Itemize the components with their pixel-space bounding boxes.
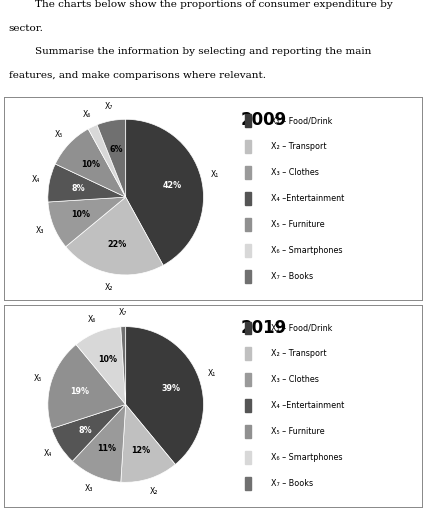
Text: X₃ – Clothes: X₃ – Clothes [270, 168, 318, 177]
Text: 12%: 12% [131, 446, 150, 455]
Wedge shape [48, 345, 126, 429]
Wedge shape [126, 119, 203, 265]
Bar [244, 477, 251, 490]
Text: X₄ –Entertainment: X₄ –Entertainment [270, 194, 344, 203]
Bar [244, 166, 251, 179]
Wedge shape [120, 404, 175, 482]
Text: X₃: X₃ [85, 484, 93, 493]
Text: X₄ –Entertainment: X₄ –Entertainment [270, 401, 344, 410]
Text: X₇ – Books: X₇ – Books [270, 479, 313, 488]
Bar [244, 192, 251, 205]
Text: X₇ – Books: X₇ – Books [270, 272, 313, 281]
Text: 8%: 8% [78, 426, 92, 435]
Text: X₃ – Clothes: X₃ – Clothes [270, 375, 318, 385]
Text: X₇: X₇ [104, 102, 112, 112]
Text: X₁ – Food/Drink: X₁ – Food/Drink [270, 324, 332, 332]
Wedge shape [48, 164, 126, 202]
Wedge shape [120, 327, 126, 404]
Text: X₆ – Smartphones: X₆ – Smartphones [270, 453, 342, 462]
Bar [244, 399, 251, 412]
Text: 10%: 10% [98, 355, 117, 364]
Bar [244, 425, 251, 438]
Text: X₂: X₂ [104, 283, 112, 292]
Text: 2009: 2009 [240, 112, 286, 130]
Text: 2019: 2019 [240, 319, 286, 337]
Bar [244, 244, 251, 257]
Wedge shape [88, 125, 126, 197]
Text: X₃: X₃ [36, 226, 44, 236]
Text: X₅: X₅ [55, 130, 63, 139]
Text: X₆: X₆ [87, 314, 96, 324]
Bar [244, 140, 251, 153]
Text: features, and make comparisons where relevant.: features, and make comparisons where rel… [9, 71, 265, 80]
Text: 22%: 22% [107, 240, 126, 249]
Text: X₂: X₂ [150, 487, 158, 496]
Text: X₇: X₇ [118, 308, 126, 317]
Wedge shape [76, 327, 126, 404]
Text: X₁ – Food/Drink: X₁ – Food/Drink [270, 116, 332, 125]
Text: 6%: 6% [110, 145, 123, 154]
Wedge shape [72, 404, 126, 482]
Bar [244, 452, 251, 464]
Text: X₂ – Transport: X₂ – Transport [270, 142, 326, 151]
Text: 19%: 19% [70, 387, 89, 395]
Text: X₅ – Furniture: X₅ – Furniture [270, 427, 324, 436]
Wedge shape [65, 197, 163, 275]
Text: 11%: 11% [97, 444, 116, 453]
Wedge shape [52, 404, 126, 461]
Text: 10%: 10% [81, 160, 100, 168]
Text: X₅: X₅ [33, 374, 42, 383]
Text: 10%: 10% [71, 210, 90, 219]
Bar [244, 373, 251, 386]
Text: X₂ – Transport: X₂ – Transport [270, 349, 326, 358]
Text: X₆ – Smartphones: X₆ – Smartphones [270, 246, 342, 255]
Text: X₆: X₆ [82, 110, 91, 118]
Bar [244, 348, 251, 360]
Wedge shape [126, 327, 203, 464]
Text: X₄: X₄ [44, 449, 52, 458]
Bar [244, 114, 251, 127]
Bar [244, 322, 251, 334]
Text: X₄: X₄ [31, 176, 40, 184]
Text: The charts below show the proportions of consumer expenditure by: The charts below show the proportions of… [9, 0, 391, 9]
Text: X₁: X₁ [210, 170, 218, 179]
Bar [244, 218, 251, 231]
Wedge shape [48, 197, 126, 247]
Text: Summarise the information by selecting and reporting the main: Summarise the information by selecting a… [9, 48, 370, 56]
Text: sector.: sector. [9, 24, 43, 33]
Wedge shape [55, 129, 126, 197]
Text: X₁: X₁ [208, 369, 216, 378]
Text: X₅ – Furniture: X₅ – Furniture [270, 220, 324, 229]
Text: 39%: 39% [161, 383, 180, 393]
Wedge shape [97, 119, 126, 197]
Bar [244, 270, 251, 283]
Text: 42%: 42% [163, 181, 181, 189]
Text: 8%: 8% [71, 184, 85, 193]
